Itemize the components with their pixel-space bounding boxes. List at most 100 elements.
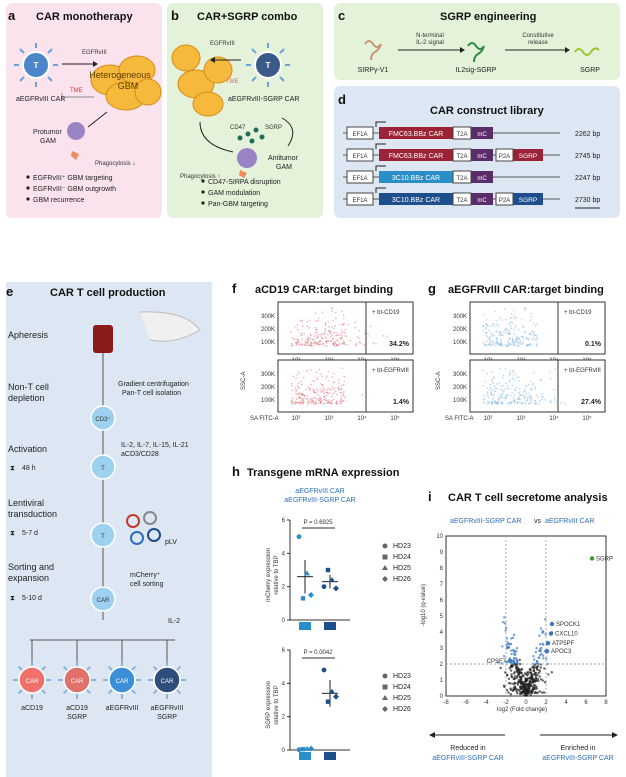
gate-percent: 34.2%: [389, 341, 410, 348]
receptor-label: EGFRvIII: [82, 50, 107, 56]
flow-event: [339, 402, 341, 404]
flow-event: [300, 332, 303, 334]
protein-point: [536, 677, 540, 681]
flow-event: [492, 376, 495, 379]
flow-event: [494, 310, 496, 313]
flow-event: [487, 400, 489, 403]
protein-point: [523, 689, 526, 692]
flow-event: [386, 335, 388, 337]
flow-event: [519, 341, 522, 344]
protein-point: [503, 685, 506, 689]
cd28-label: aCD3/CD28: [121, 451, 159, 458]
flow-event: [329, 336, 332, 338]
flow-event: [523, 394, 525, 397]
flow-event: [486, 387, 489, 390]
legend-label: HD26: [393, 576, 411, 583]
protein-point: [496, 661, 499, 664]
tme-label: TME: [70, 88, 83, 94]
data-point: [321, 667, 327, 673]
flow-event: [515, 387, 518, 389]
y-tick-label: 1: [440, 678, 444, 684]
protein-point: [508, 666, 511, 670]
flow-event: [509, 402, 512, 405]
mc-box: [471, 127, 493, 139]
flow-event: [523, 330, 525, 333]
car-cell-icon: [18, 666, 46, 694]
flow-event: [321, 390, 324, 393]
y-tick-label: 0: [282, 748, 286, 754]
flow-event: [488, 325, 491, 328]
flow-event: [323, 398, 325, 401]
flow-event: [500, 341, 502, 344]
sgrp-label: SGRP: [519, 197, 537, 204]
flow-event: [509, 370, 512, 372]
flow-event: [514, 373, 516, 375]
flow-event: [297, 340, 300, 343]
t-label: T: [101, 466, 105, 472]
panel-d-title: CAR construct library: [430, 105, 545, 117]
flow-event: [506, 385, 509, 387]
cytokines-label: IL-2, IL-7, IL-15, IL-21: [121, 442, 189, 449]
flow-event: [314, 400, 317, 403]
protein-point: [513, 675, 517, 678]
panel-h-letter: h: [232, 464, 240, 479]
flow-event: [486, 391, 489, 394]
flow-event: [515, 376, 518, 379]
flow-event: [491, 340, 494, 342]
flow-event: [504, 343, 506, 346]
panel-d: d CAR construct library EF1A FMC63.BBz CA…: [334, 86, 620, 218]
svg-text:T: T: [266, 61, 271, 70]
bar-chart: 0 2 4 6: [282, 648, 350, 760]
panel-g-title: aEGFRvIII CAR:target binding: [448, 284, 604, 296]
flow-event: [301, 401, 304, 403]
flow-event: [306, 394, 308, 397]
flow-event: [489, 344, 492, 347]
protein-point: [537, 656, 541, 660]
flow-event: [330, 402, 333, 405]
flow-event: [482, 401, 485, 404]
depletion-label: depletion: [8, 393, 45, 403]
panel-f-title: aCD19 CAR:target binding: [255, 284, 393, 296]
flow-event: [345, 335, 348, 337]
flow-event: [521, 403, 523, 405]
flow-plots-g: 100K 200K 300K 10² 10³ 10⁴ 10⁵ + bt-CD19 0.1% 100…: [453, 301, 606, 422]
flow-event: [297, 344, 300, 346]
flow-event: [536, 337, 539, 340]
car-box-label: 3C10.BBz CAR: [392, 197, 440, 204]
flow-event: [338, 382, 340, 384]
flow-event: [532, 339, 535, 341]
sgrp-label: SGRP: [265, 125, 282, 131]
flow-event: [518, 387, 521, 390]
protein-point: [535, 662, 539, 665]
y-tick-label: 200K: [261, 385, 275, 391]
flow-event: [513, 399, 516, 402]
flow-event: [505, 328, 507, 331]
flow-event: [329, 332, 332, 335]
flow-event: [496, 340, 499, 343]
protein-point: [533, 684, 537, 687]
panel-h: h Transgene mRNA expression aEGFRvIII CA…: [232, 464, 411, 760]
flow-event: [318, 399, 321, 402]
legend-label: HD25: [393, 695, 411, 702]
flow-event: [301, 397, 304, 400]
protein-point: [543, 667, 546, 670]
sgrp-icon: [574, 47, 600, 56]
flow-event: [486, 324, 489, 326]
protein-point: [525, 688, 528, 691]
y-tick-label: 300K: [261, 372, 275, 378]
protein-point: [509, 664, 513, 668]
flow-event: [328, 326, 331, 328]
data-point: [325, 699, 331, 704]
construct-row: EF1A FMC63.BBz CAR T2A mC P2A SGRP 2745 bp: [343, 143, 600, 162]
flow-event: [310, 342, 313, 345]
flow-event: [297, 338, 299, 341]
y-tick-label: 7: [440, 582, 444, 588]
flow-event: [310, 383, 312, 386]
flow-event: [356, 343, 358, 345]
flow-event: [317, 402, 319, 405]
flow-event: [518, 342, 520, 344]
flow-event: [306, 342, 309, 345]
promoter-label: EF1A: [352, 176, 367, 182]
flow-event: [535, 343, 538, 345]
promoter-box: [346, 192, 374, 206]
